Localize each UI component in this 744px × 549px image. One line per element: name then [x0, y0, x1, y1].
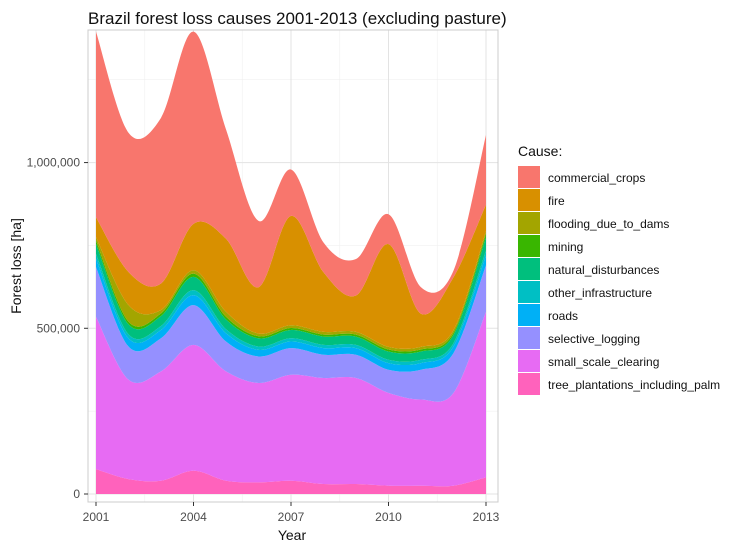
y-tick-label-1: 500,000 [37, 321, 81, 335]
legend-title: Cause: [518, 143, 562, 159]
legend-label-roads: roads [548, 309, 578, 323]
area-other_infrastructure [96, 250, 486, 366]
x-axis-title: Year [278, 527, 307, 543]
legend-label-selective_logging: selective_logging [548, 332, 640, 346]
legend-swatch-commercial_crops [518, 166, 540, 188]
areas [96, 31, 486, 494]
area-commercial_crops [96, 31, 486, 315]
chart-title: Brazil forest loss causes 2001-2013 (exc… [88, 9, 507, 28]
x-tick-label-0: 2001 [83, 510, 110, 524]
area-fire [96, 204, 486, 349]
x-tick-label-4: 2013 [473, 510, 500, 524]
legend-swatch-other_infrastructure [518, 281, 540, 303]
area-selective_logging [96, 265, 486, 402]
area-tree_plantations_including_palm [96, 469, 486, 494]
y-axis-title: Forest loss [ha] [8, 218, 24, 314]
legend-swatch-fire [518, 189, 540, 211]
legend-swatch-mining [518, 235, 540, 257]
area-roads [96, 255, 486, 372]
legend-swatch-roads [518, 304, 540, 326]
area-natural_disturbances [96, 237, 486, 362]
legend-label-commercial_crops: commercial_crops [548, 171, 645, 185]
panel-border [87, 29, 499, 503]
y-axis: 0 500,000 1,000,000 [27, 156, 88, 501]
legend-label-mining: mining [548, 240, 583, 254]
area-mining [96, 233, 486, 354]
legend-swatch-small_scale_clearing [518, 350, 540, 372]
area-small_scale_clearing [96, 311, 486, 487]
legend-label-natural_disturbances: natural_disturbances [548, 263, 659, 277]
x-tick-label-3: 2010 [375, 510, 402, 524]
legend-swatch-tree_plantations_including_palm [518, 373, 540, 395]
y-tick-label-0: 0 [73, 487, 80, 501]
legend-label-other_infrastructure: other_infrastructure [548, 286, 652, 300]
legend-swatch-natural_disturbances [518, 258, 540, 280]
area-flooding_due_to_dams [96, 231, 486, 352]
legend-swatch-flooding_due_to_dams [518, 212, 540, 234]
legend-label-fire: fire [548, 194, 565, 208]
legend-label-small_scale_clearing: small_scale_clearing [548, 355, 659, 369]
x-tick-label-1: 2004 [180, 510, 207, 524]
legend-swatch-selective_logging [518, 327, 540, 349]
legend-label-flooding_due_to_dams: flooding_due_to_dams [548, 217, 669, 231]
x-tick-label-2: 2007 [278, 510, 305, 524]
legend-label-tree_plantations_including_palm: tree_plantations_including_palm [548, 378, 720, 392]
y-tick-label-2: 1,000,000 [27, 156, 81, 170]
x-axis: 2001 2004 2007 2010 2013 [83, 502, 500, 524]
